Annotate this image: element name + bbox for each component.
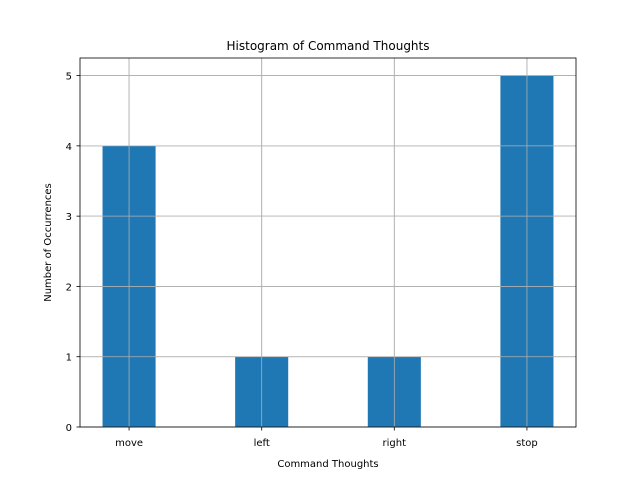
x-tick-label: right bbox=[383, 438, 407, 449]
y-tick-label: 3 bbox=[66, 212, 72, 223]
y-tick-label: 4 bbox=[66, 142, 72, 153]
plot-frame bbox=[79, 57, 577, 428]
x-axis-label: Command Thoughts bbox=[277, 459, 378, 470]
y-axis-label: Number of Occurrences bbox=[43, 183, 54, 302]
chart-title: Histogram of Command Thoughts bbox=[227, 39, 430, 53]
axis-ticks: move left right stop 0 1 2 3 4 5 bbox=[66, 72, 538, 449]
x-tick-label: move bbox=[115, 438, 143, 449]
x-tick-label: left bbox=[254, 438, 270, 449]
y-tick-label: 0 bbox=[66, 423, 72, 434]
x-tick-label: stop bbox=[516, 438, 538, 449]
y-tick-label: 5 bbox=[66, 72, 72, 83]
bars bbox=[80, 58, 576, 428]
y-tick-label: 1 bbox=[66, 353, 72, 364]
y-tick-label: 2 bbox=[66, 282, 72, 293]
